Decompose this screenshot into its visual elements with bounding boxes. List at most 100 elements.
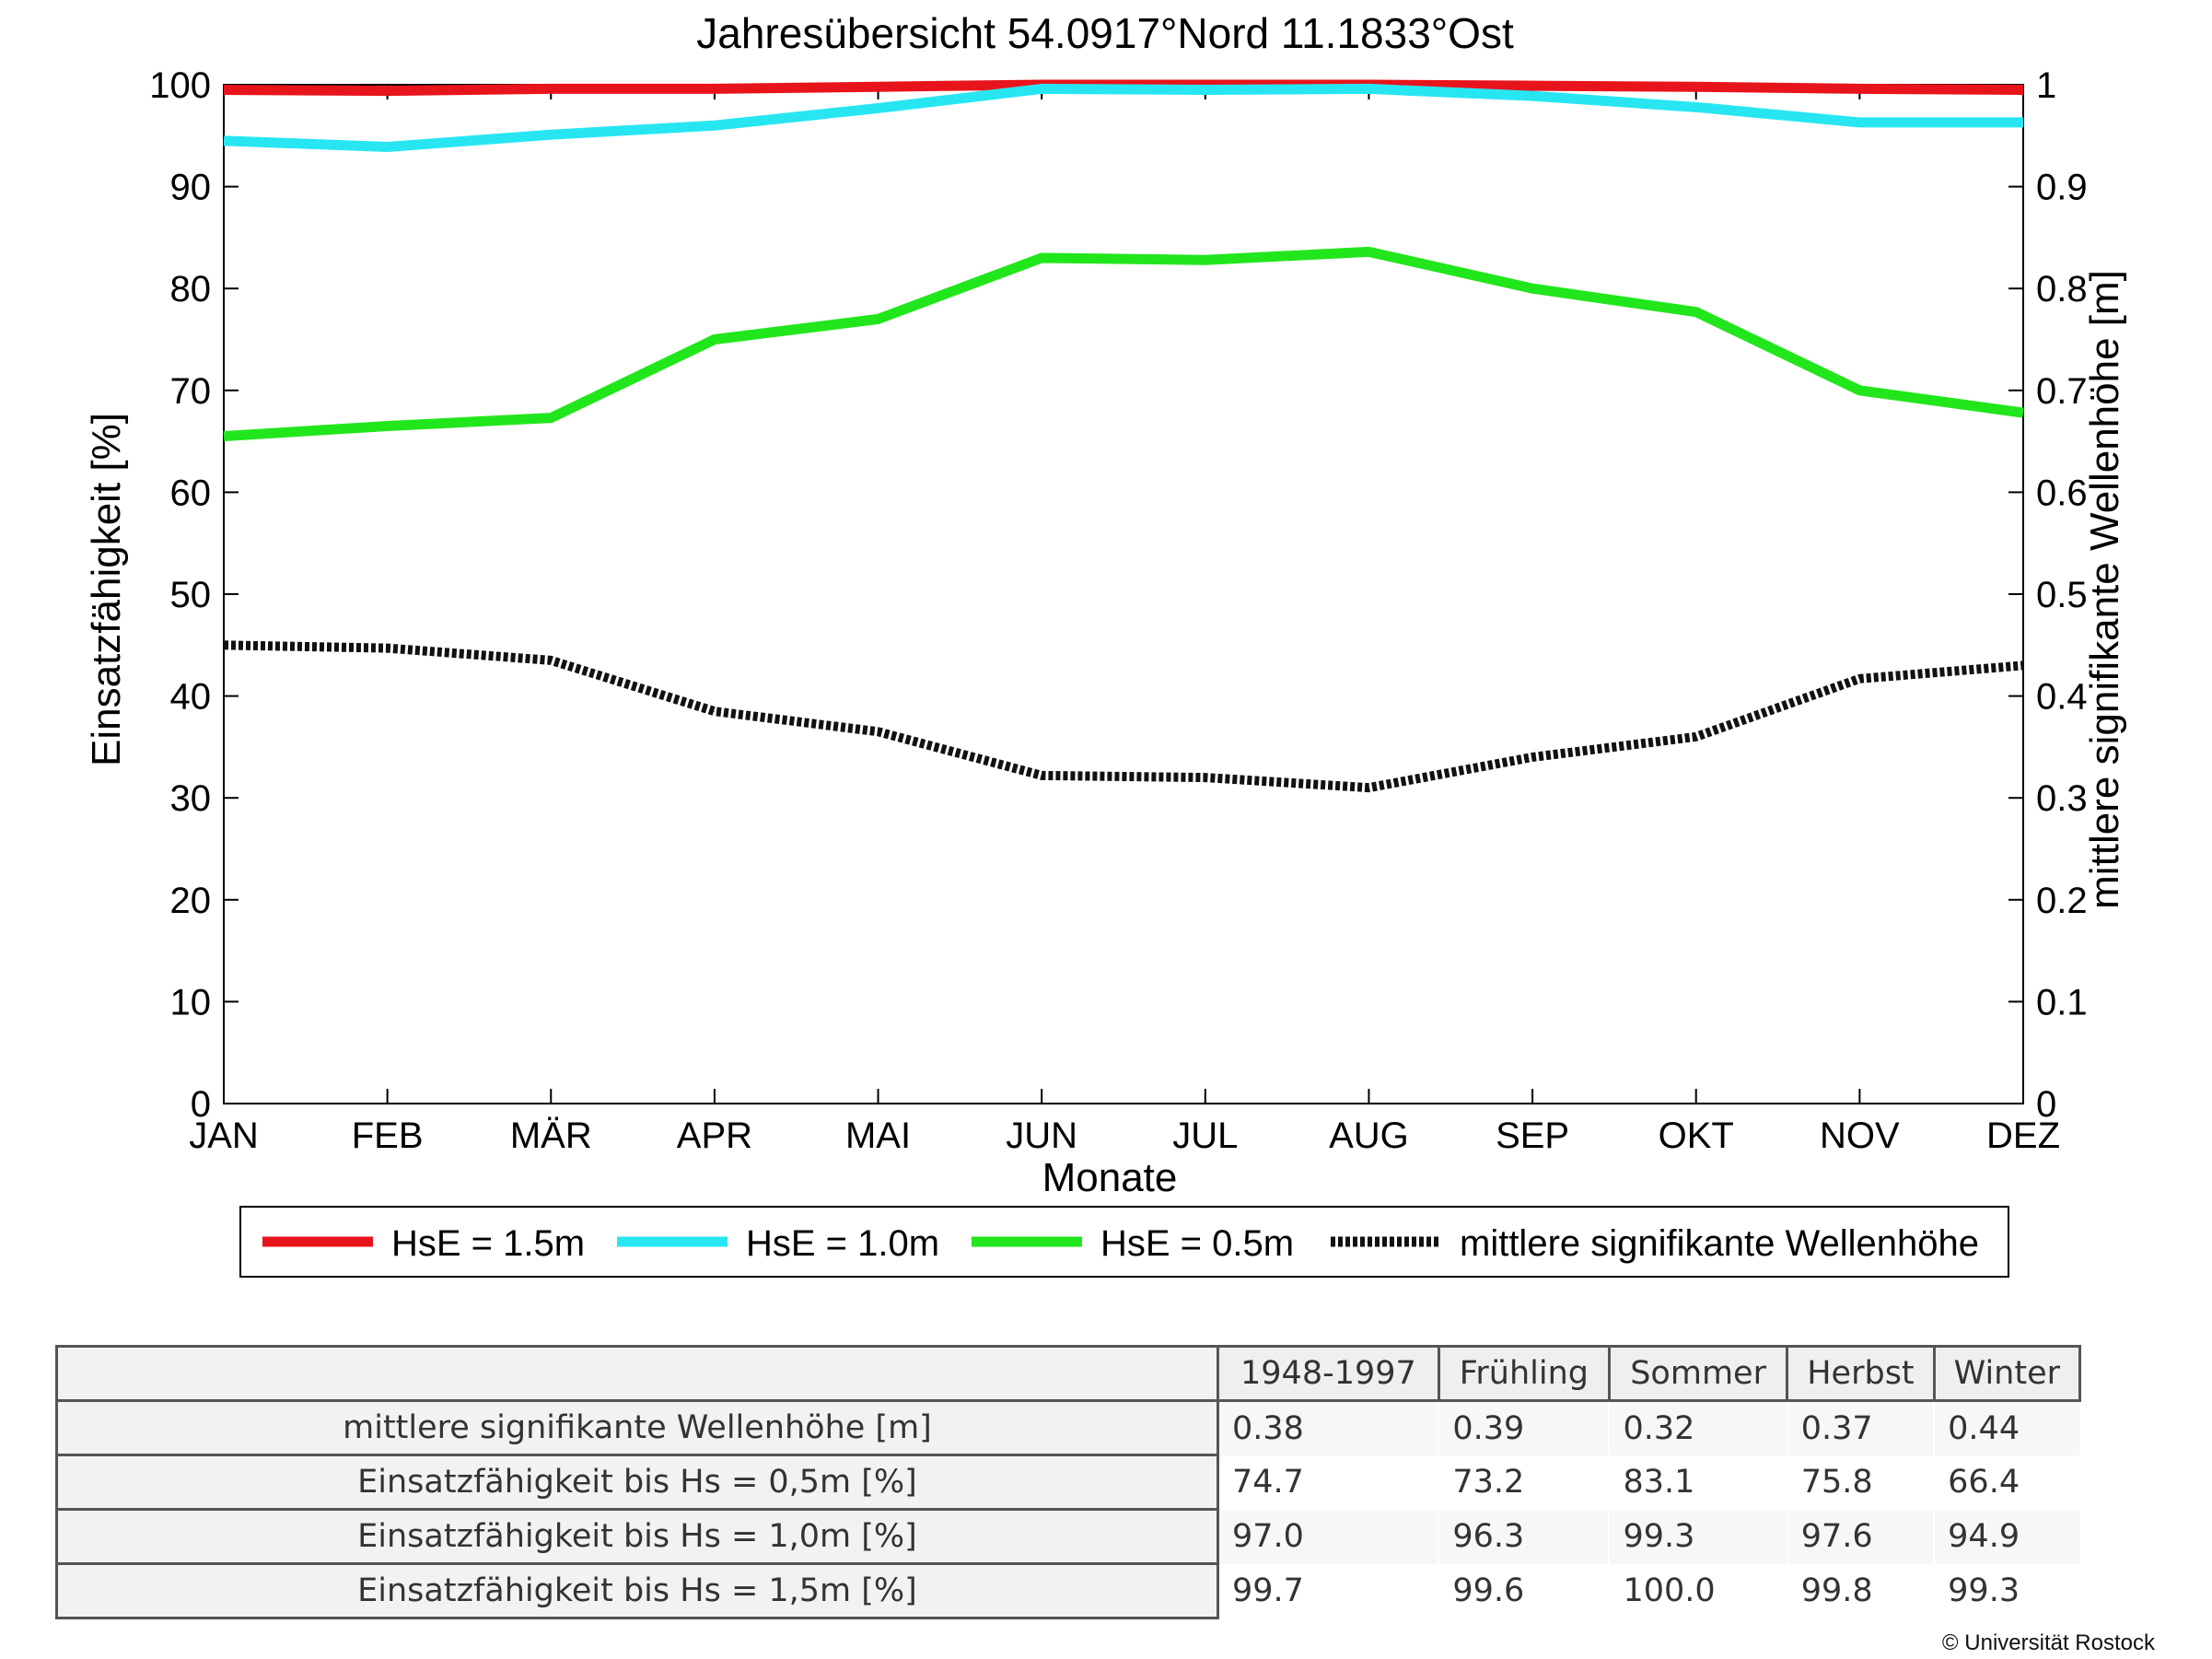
table-cell: 97.6	[1787, 1509, 1936, 1564]
y2-tick-label: 0.8	[2036, 269, 2088, 310]
data-point	[1531, 85, 1533, 87]
data-point	[1531, 95, 1533, 97]
x-tick-label: JAN	[189, 1116, 259, 1156]
y2-tick-label: 0.1	[2036, 982, 2088, 1022]
table-cell: 99.6	[1438, 1563, 1611, 1618]
data-point	[1368, 251, 1369, 252]
x-tick-label: MÄR	[510, 1116, 592, 1156]
x-axis-label: Monate	[1042, 1155, 1178, 1200]
legend: HsE = 1.5m HsE = 1.0m HsE = 0.5m mittlere s…	[239, 1206, 2009, 1278]
data-point	[223, 644, 225, 646]
table-header: Herbst	[1786, 1345, 1936, 1402]
data-point	[223, 436, 225, 438]
table-corner-cell	[55, 1345, 1219, 1402]
table-row: Einsatzfähigkeit bis Hs = 1,0m [%] 97.0 …	[55, 1508, 2081, 1565]
x-tick-label: MAI	[845, 1116, 911, 1156]
x-tick-label: OKT	[1659, 1116, 1734, 1156]
table-row: mittlere signifikante Wellenhöhe [m] 0.3…	[55, 1399, 2081, 1456]
table-cell: 0.32	[1609, 1400, 1788, 1455]
table-row: Einsatzfähigkeit bis Hs = 1,5m [%] 99.7 …	[55, 1562, 2081, 1619]
series-line	[223, 83, 2023, 152]
table-row-label: mittlere signifikante Wellenhöhe [m]	[55, 1399, 1219, 1456]
table-cell: 99.3	[1934, 1563, 2081, 1618]
legend-label: HsE = 1.0m	[746, 1223, 939, 1264]
x-tick-label: FEB	[352, 1116, 424, 1156]
table-cell: 66.4	[1934, 1455, 2081, 1510]
y-tick-label: 90	[170, 168, 212, 208]
y2-axis-label: mittlere signifikante Wellenhöhe [m]	[2082, 270, 2127, 909]
data-point	[2022, 412, 2024, 414]
data-point	[1695, 86, 1697, 88]
table-cell: 73.2	[1438, 1455, 1611, 1510]
y-tick-label: 0	[191, 1084, 211, 1125]
copyright-notice: © Universität Rostock	[1941, 1630, 2155, 1655]
data-point	[714, 339, 716, 340]
data-point	[550, 88, 552, 89]
data-point	[1858, 122, 1860, 123]
y2-tick-label: 1	[2036, 65, 2056, 106]
y-tick-label: 80	[170, 269, 212, 310]
data-point	[1858, 88, 1860, 89]
table-cell: 0.37	[1787, 1400, 1936, 1455]
data-point	[1858, 678, 1860, 680]
data-point	[550, 417, 552, 419]
table-cell: 0.44	[1934, 1400, 2081, 1455]
data-point	[1368, 787, 1369, 789]
legend-label: mittlere signifikante Wellenhöhe	[1460, 1223, 1979, 1264]
y-tick-label: 20	[170, 881, 212, 921]
data-point	[2022, 89, 2024, 91]
data-point	[878, 107, 879, 109]
legend-label: HsE = 1.5m	[391, 1223, 585, 1264]
table-cell: 100.0	[1609, 1563, 1788, 1618]
table-cell: 83.1	[1609, 1455, 1788, 1510]
data-point	[1695, 106, 1697, 108]
table-cell: 96.3	[1438, 1509, 1611, 1564]
x-tick-label: AUG	[1329, 1116, 1409, 1156]
y-axis-label: Einsatzfähigkeit [%]	[84, 413, 129, 766]
y2-tick-label: 0.9	[2036, 168, 2088, 208]
data-point	[2022, 122, 2024, 123]
y-tick-label: 10	[170, 982, 212, 1022]
series-line	[223, 246, 2024, 442]
data-point	[878, 86, 879, 88]
table-cell: 0.39	[1438, 1400, 1611, 1455]
data-point	[878, 730, 879, 732]
table-header: Winter	[1932, 1345, 2082, 1402]
legend-box	[239, 1206, 2009, 1278]
y2-tick-label: 0.5	[2036, 575, 2088, 615]
y2-tick-label: 0	[2036, 1084, 2056, 1125]
data-point	[2022, 664, 2024, 666]
table-cell: 99.8	[1787, 1563, 1936, 1618]
table-cell: 99.3	[1609, 1509, 1788, 1564]
table-cell: 97.0	[1217, 1509, 1440, 1564]
y2-tick-label: 0.3	[2036, 778, 2088, 819]
plot-area: 0 10 20 30 40 50 60 70 80 90 100 0 0.1 0.2 0.3 0.4 0.5 0.…	[149, 65, 2087, 1156]
y2-tick-label: 0.6	[2036, 473, 2088, 513]
table-row: Einsatzfähigkeit bis Hs = 0,5m [%] 74.7 …	[55, 1454, 2081, 1511]
y-tick-label: 100	[149, 65, 211, 106]
x-tick-label: APR	[677, 1116, 752, 1156]
y2-tick-label: 0.2	[2036, 881, 2088, 921]
chart-title: Jahresübersicht 54.0917°Nord 11.1833°Ost	[696, 9, 1514, 57]
x-tick-label: JUN	[1006, 1116, 1077, 1156]
y2-tick-label: 0.7	[2036, 371, 2088, 412]
y-tick-label: 70	[170, 371, 212, 412]
table-cell: 99.7	[1217, 1563, 1440, 1618]
data-point	[223, 140, 225, 142]
x-tick-label: SEP	[1496, 1116, 1569, 1156]
y2-tick-label: 0.4	[2036, 677, 2088, 718]
series-line	[223, 640, 2024, 793]
data-point	[550, 134, 552, 135]
data-point	[1531, 756, 1533, 758]
table-header: 1948-1997	[1217, 1345, 1440, 1402]
table-cell: 0.38	[1217, 1400, 1440, 1455]
data-point	[1695, 311, 1697, 313]
data-point	[1368, 88, 1369, 89]
y-tick-label: 50	[170, 575, 212, 615]
data-point	[387, 90, 389, 92]
y-tick-label: 60	[170, 473, 212, 513]
table-cell: 74.7	[1217, 1455, 1440, 1510]
data-point	[1531, 287, 1533, 289]
table-row-label: Einsatzfähigkeit bis Hs = 0,5m [%]	[55, 1454, 1219, 1511]
table-header-row: 1948-1997 Frühling Sommer Herbst Winter	[55, 1345, 2082, 1402]
